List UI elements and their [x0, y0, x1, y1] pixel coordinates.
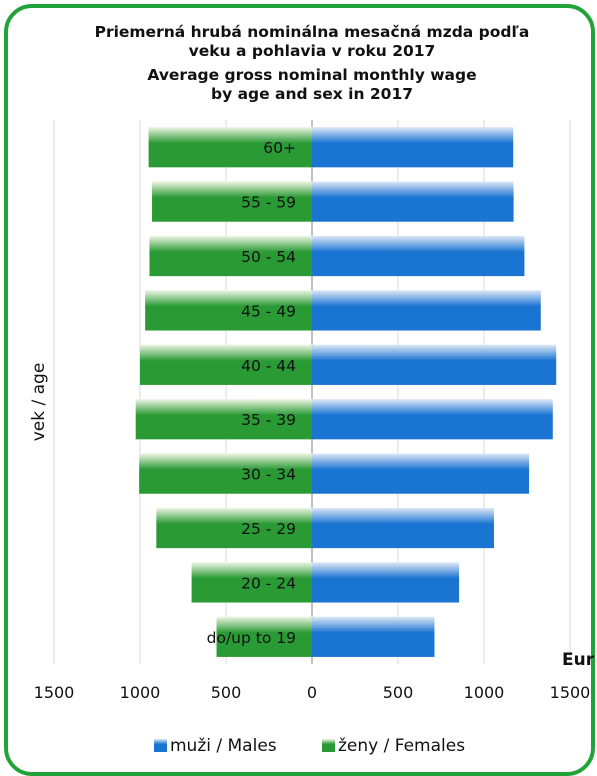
bar-males [312, 453, 530, 494]
bar-males [312, 507, 494, 549]
category-label: 20 - 24 [241, 574, 296, 592]
bar-females [149, 235, 312, 277]
legend-label-females: ženy / Females [338, 736, 465, 756]
x-tick-label: 1500 [550, 683, 591, 702]
bar-females [139, 453, 312, 494]
chart-title-line: Priemerná hrubá nominálna mesačná mzda p… [95, 23, 530, 41]
category-labels: 60+ 55 - 59 50 - 54 45 - 49 40 - 44 35 - 39 30… [207, 139, 296, 647]
bar-males [312, 290, 541, 331]
bars [135, 127, 557, 657]
x-tick-label: 1500 [34, 683, 75, 702]
category-label: do/up to 19 [207, 629, 296, 647]
bar-females [135, 399, 312, 440]
x-tick-label: 1000 [464, 683, 505, 702]
bar-males [312, 399, 553, 440]
bar-females [148, 127, 312, 168]
x-tick-labels: 1500 1000 500 0 500 1000 1500 [34, 683, 591, 702]
category-label: 55 - 59 [241, 194, 296, 212]
x-tick-label: 500 [211, 683, 242, 702]
bar-females [216, 616, 312, 657]
chart-title-line: by age and sex in 2017 [211, 85, 413, 103]
x-tick-label: 0 [307, 683, 317, 702]
bar-females [145, 290, 312, 331]
bar-females [152, 181, 312, 222]
legend: muži / Males ženy / Females [154, 736, 465, 756]
bar-males [312, 616, 435, 657]
category-label: 30 - 34 [241, 466, 296, 484]
chart-title-line: Average gross nominal monthly wage [147, 66, 476, 84]
bar-females [156, 507, 312, 549]
legend-label-males: muži / Males [170, 736, 277, 756]
x-unit-label: Eur [562, 650, 595, 670]
bar-males [312, 127, 514, 168]
category-label: 50 - 54 [241, 248, 296, 266]
bar-males [312, 181, 514, 222]
chart-title-line: veku a pohlavia v roku 2017 [189, 42, 436, 60]
bar-females [140, 344, 312, 385]
x-tick-label: 1000 [120, 683, 161, 702]
bar-females [191, 562, 312, 603]
bar-males [312, 235, 525, 277]
bar-males [312, 344, 557, 385]
legend-swatch-males [154, 739, 167, 752]
category-label: 35 - 39 [241, 411, 296, 429]
legend-swatch-females [322, 739, 335, 752]
category-label: 60+ [263, 139, 296, 157]
bar-males [312, 562, 460, 603]
category-label: 45 - 49 [241, 302, 296, 320]
y-axis-title: vek / age [29, 363, 49, 442]
category-label: 25 - 29 [241, 520, 296, 538]
x-tick-label: 500 [383, 683, 414, 702]
chart-title: Priemerná hrubá nominálna mesačná mzda p… [95, 23, 530, 103]
category-label: 40 - 44 [241, 357, 296, 375]
